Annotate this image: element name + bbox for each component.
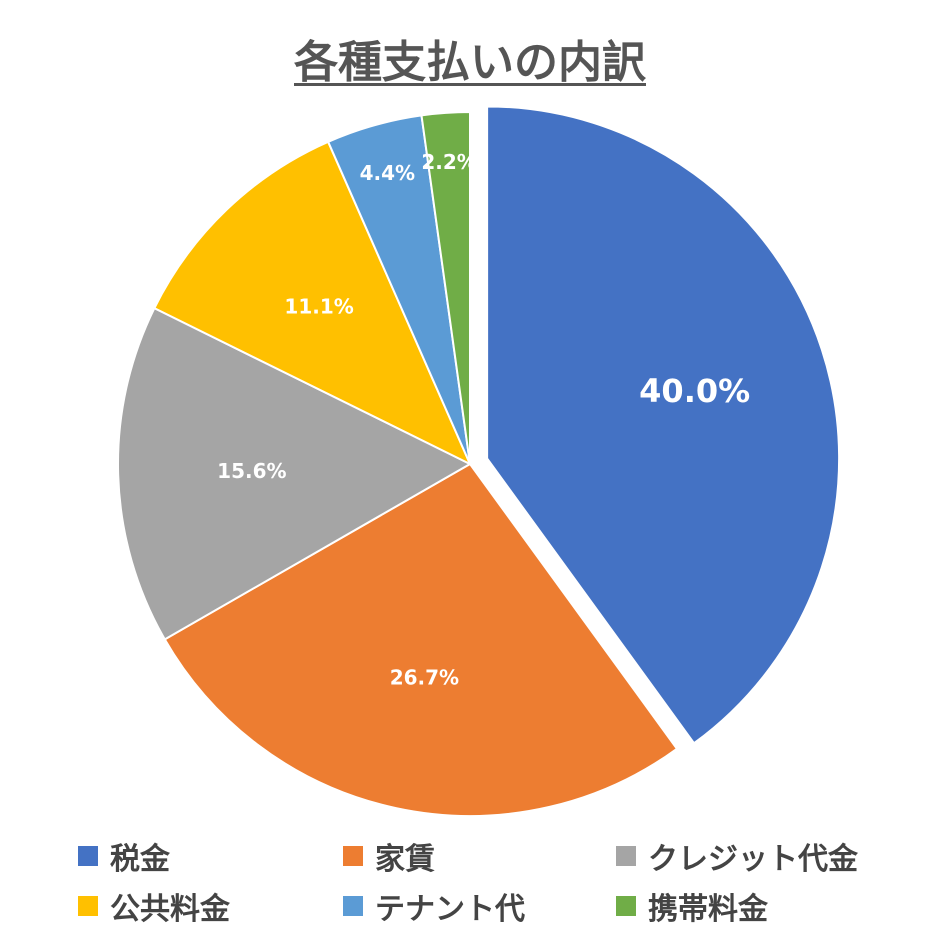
data-label-rent: 26.7%	[390, 665, 459, 689]
data-label-tax: 40.0%	[639, 372, 750, 410]
pie-chart: 40.0% 26.7% 15.6% 11.1% 4.4% 2.2%	[117, 105, 841, 817]
data-label-tenant: 4.4%	[360, 161, 415, 185]
data-label-utilities: 11.1%	[284, 294, 353, 318]
legend-swatch	[343, 846, 363, 866]
legend-swatch	[343, 896, 363, 916]
legend-label: 携帯料金	[648, 892, 768, 927]
legend-swatch	[78, 896, 98, 916]
pie-slice-rent	[163, 462, 679, 817]
data-label-mobile: 2.2%	[421, 150, 476, 174]
legend-item-mobile: 携帯料金	[616, 886, 768, 927]
legend-label: クレジット代金	[648, 842, 858, 877]
legend-item-tenant: テナント代	[343, 886, 525, 927]
legend-label: テナント代	[375, 892, 525, 927]
legend-item-utilities: 公共料金	[78, 886, 230, 927]
pie-slice-utilities	[153, 140, 473, 467]
pie-slice-mobile	[420, 110, 471, 465]
legend: 税金 家賃 クレジット代金公共料金 テナント代 携帯料金	[0, 832, 940, 932]
pie-slice-tax	[486, 105, 841, 745]
legend-swatch	[78, 846, 98, 866]
legend-label: 税金	[110, 842, 170, 877]
chart-title-text: 各種支払いの内訳	[294, 37, 646, 88]
legend-swatch	[616, 896, 636, 916]
legend-item-rent: 家賃	[343, 836, 435, 877]
pie-slice-credit	[117, 306, 473, 641]
legend-item-tax: 税金	[78, 836, 170, 877]
legend-label: 家賃	[375, 842, 435, 877]
legend-swatch	[616, 846, 636, 866]
data-label-credit: 15.6%	[217, 459, 286, 483]
chart-title: 各種支払いの内訳	[0, 26, 940, 90]
legend-item-credit: クレジット代金	[616, 836, 858, 877]
legend-label: 公共料金	[110, 892, 230, 927]
